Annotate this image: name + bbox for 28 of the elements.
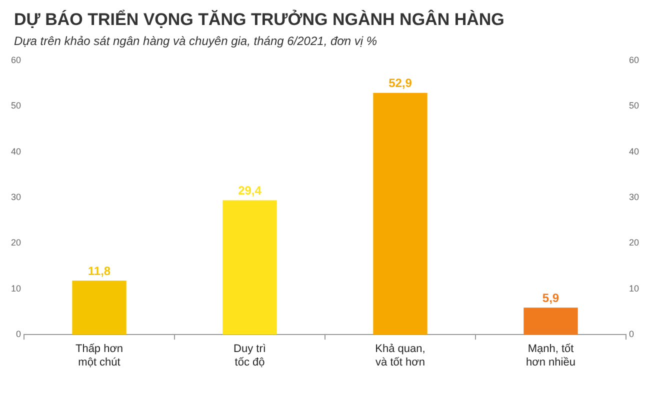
y2-tick-label: 10 xyxy=(628,283,640,294)
data-label: 11,8 xyxy=(88,264,111,278)
y2-tick-label: 50 xyxy=(628,100,640,111)
bar xyxy=(373,92,428,335)
y-tick-label: 50 xyxy=(10,100,22,111)
chart-title: DỰ BÁO TRIỂN VỌNG TĂNG TRƯỞNG NGÀNH NGÂN HÀNG xyxy=(13,8,506,31)
x-tick-label: Duy trì tốc độ xyxy=(234,343,266,368)
data-label: 52,9 xyxy=(388,76,412,90)
y2-tick-label: 60 xyxy=(628,54,640,65)
y2-tick-label: 20 xyxy=(628,238,640,248)
bar xyxy=(524,308,578,335)
bar xyxy=(72,280,126,335)
bar xyxy=(222,200,277,335)
y-tick-label: 60 xyxy=(10,54,22,65)
x-tick-label: Mạnh, tốt hơn nhiều xyxy=(526,343,576,368)
x-tick-label: Khả quan, và tốt hơn xyxy=(375,343,426,368)
y-tick-label: 40 xyxy=(10,146,22,156)
data-label: 5,9 xyxy=(542,290,560,305)
y-tick-label: 20 xyxy=(10,238,22,248)
y-tick-label: 30 xyxy=(10,192,22,202)
data-label: 29,4 xyxy=(238,184,262,198)
y2-tick-label: 40 xyxy=(628,146,640,156)
y-tick-label: 10 xyxy=(10,283,22,294)
y2-tick-label: 0 xyxy=(628,329,634,340)
y2-tick-label: 30 xyxy=(628,192,640,202)
y-tick-label: 0 xyxy=(16,329,22,340)
x-tick-label: Thấp hơn một chút xyxy=(75,343,124,368)
chart-subtitle: Dựa trên khảo sát ngân hàng và chuyên gia, tháng 6/2021, đơn vị % xyxy=(13,33,378,50)
